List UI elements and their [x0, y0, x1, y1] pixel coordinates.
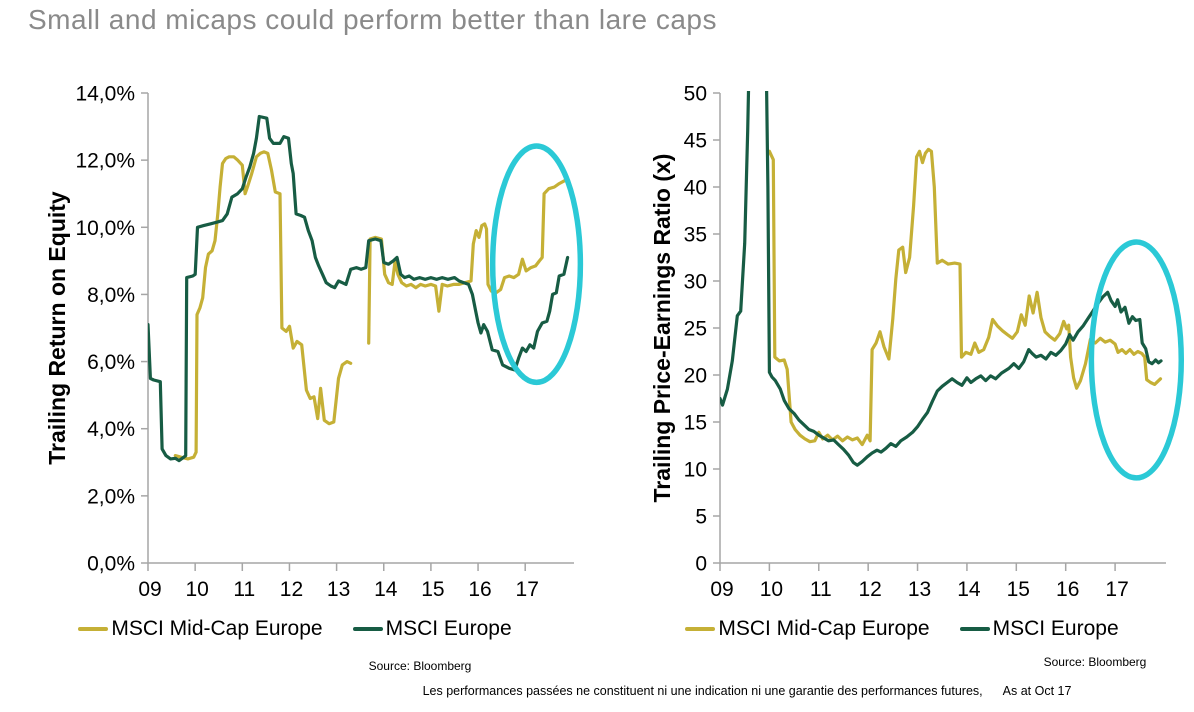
y-tick-label: 0	[695, 553, 707, 576]
y-tick-label: 5	[695, 506, 707, 529]
y-tick-label: 0,0%	[87, 553, 135, 576]
x-tick-label: 13	[327, 578, 350, 601]
chart-roe: 0,0% 2,0% 4,0% 6,0% 8,0% 10,0% 12,0% 14,0% 09 10 1…	[75, 83, 584, 601]
highlight-ellipse	[489, 143, 584, 386]
europe-line-swatch	[352, 627, 383, 631]
legend-label-europe: MSCI Europe	[992, 617, 1119, 640]
x-tick-label: 12	[858, 578, 881, 601]
footer-disclaimer: Les performances passées ne constituent …	[290, 684, 1194, 698]
x-tick-label: 11	[810, 578, 832, 601]
series-line-msci-europe	[720, 91, 1163, 467]
x-tick-label: 10	[185, 578, 208, 601]
y-tick-label: 45	[684, 130, 707, 153]
y-tick-label: 14,0%	[75, 83, 135, 106]
y-tick-label: 6,0%	[87, 351, 135, 374]
legend-label-europe: MSCI Europe	[385, 617, 512, 640]
x-tick-label: 12	[280, 578, 303, 601]
y-tick-label: 10	[684, 459, 707, 482]
series-line-msci-europe	[148, 114, 570, 463]
series-line-msci-mid-cap-europe	[173, 150, 567, 461]
x-tick-label: 10	[760, 578, 783, 601]
y-tick-label: 8,0%	[87, 284, 135, 307]
legend-label-midcap: MSCI Mid-Cap Europe	[718, 617, 930, 640]
x-tick-label: 16	[468, 578, 491, 601]
chart-pe: 0 5 10 15 20 25 30 35 40 45 50 09 10 11 12 13 14 15 16 17	[684, 83, 1185, 601]
y-tick-label: 30	[684, 271, 707, 294]
x-tick-label: 15	[421, 578, 444, 601]
y-tick-label: 20	[684, 365, 707, 388]
y-tick-label: 25	[684, 318, 707, 341]
x-tick-label: 17	[516, 578, 539, 601]
x-tick-label: 15	[1007, 578, 1030, 601]
y-tick-label: 2,0%	[87, 485, 135, 508]
page-title: Small and micaps could perform better th…	[28, 4, 717, 35]
x-tick-label: 13	[908, 578, 931, 601]
legend-item-europe: MSCI Europe	[352, 617, 512, 641]
as-at-date: As at Oct 17	[1002, 684, 1072, 698]
x-tick-label: 14	[957, 578, 981, 601]
left-chart-legend: MSCI Mid-Cap Europe MSCI Europe	[60, 617, 530, 641]
right-chart-y-axis-title: Trailing Price-Earnings Ratio (x)	[649, 153, 675, 503]
left-chart-y-axis-title: Trailing Return on Equity	[44, 191, 70, 465]
series-line-msci-mid-cap-europe	[767, 147, 1163, 447]
right-chart-legend: MSCI Mid-Cap Europe MSCI Europe	[667, 617, 1137, 641]
x-tick-label: 14	[374, 578, 398, 601]
europe-line-swatch	[959, 627, 990, 631]
legend-label-midcap: MSCI Mid-Cap Europe	[111, 617, 323, 640]
midcap-line-swatch	[685, 627, 716, 631]
legend-item-midcap: MSCI Mid-Cap Europe	[78, 617, 323, 641]
axis-lines	[147, 93, 574, 564]
x-tick-label: 11	[233, 578, 255, 601]
x-tick-label: 09	[138, 578, 161, 601]
y-tick-label: 15	[684, 412, 707, 435]
x-tick-label: 17	[1105, 578, 1128, 601]
highlight-ellipse	[1088, 239, 1185, 481]
disclaimer-text: Les performances passées ne constituent …	[422, 684, 983, 698]
legend-item-europe: MSCI Europe	[959, 617, 1119, 641]
x-tick-label: 09	[710, 578, 733, 601]
left-chart-source: Source: Bloomberg	[368, 659, 472, 673]
y-tick-label: 10,0%	[75, 217, 135, 240]
midcap-line-swatch	[78, 627, 109, 631]
axis-lines	[719, 93, 1166, 564]
y-tick-label: 12,0%	[75, 150, 135, 173]
x-tick-label: 16	[1056, 578, 1079, 601]
right-chart-source: Source: Bloomberg	[1043, 655, 1147, 669]
y-tick-label: 4,0%	[87, 418, 135, 441]
y-tick-label: 35	[684, 224, 707, 247]
y-tick-label: 40	[684, 177, 707, 200]
y-tick-label: 50	[684, 83, 707, 106]
legend-item-midcap: MSCI Mid-Cap Europe	[685, 617, 930, 641]
